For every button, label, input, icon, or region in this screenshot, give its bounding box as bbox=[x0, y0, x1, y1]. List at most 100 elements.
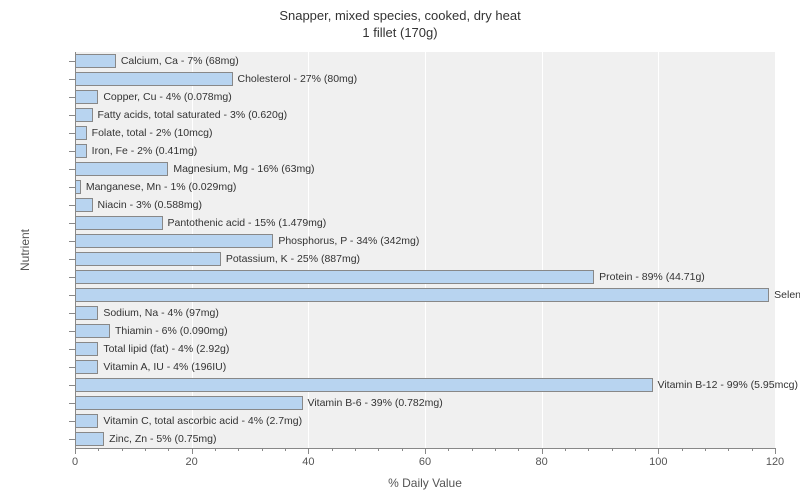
nutrient-bar-label: Thiamin - 6% (0.090mg) bbox=[115, 324, 228, 338]
x-tick bbox=[775, 448, 776, 454]
x-tick-minor bbox=[752, 448, 753, 451]
nutrient-bar bbox=[75, 252, 221, 266]
x-tick-minor bbox=[635, 448, 636, 451]
x-tick-minor bbox=[495, 448, 496, 451]
x-tick bbox=[542, 448, 543, 454]
x-tick-minor bbox=[98, 448, 99, 451]
nutrient-bar-label: Calcium, Ca - 7% (68mg) bbox=[121, 54, 239, 68]
y-tick bbox=[69, 331, 75, 332]
x-tick-minor bbox=[518, 448, 519, 451]
nutrient-bar bbox=[75, 108, 93, 122]
nutrient-bar-label: Selenium, Se - 119% (83.3mcg) bbox=[774, 288, 800, 302]
x-tick bbox=[658, 448, 659, 454]
chart-title-line2: 1 fillet (170g) bbox=[362, 25, 437, 40]
nutrient-bar bbox=[75, 216, 163, 230]
x-tick-minor bbox=[565, 448, 566, 451]
x-tick bbox=[192, 448, 193, 454]
y-tick bbox=[69, 241, 75, 242]
nutrient-bar-label: Fatty acids, total saturated - 3% (0.620… bbox=[98, 108, 288, 122]
x-tick bbox=[75, 448, 76, 454]
x-tick-minor bbox=[448, 448, 449, 451]
nutrient-bar-label: Copper, Cu - 4% (0.078mg) bbox=[103, 90, 231, 104]
x-tick-minor bbox=[705, 448, 706, 451]
nutrient-bar bbox=[75, 342, 98, 356]
y-tick bbox=[69, 133, 75, 134]
plot-area: Calcium, Ca - 7% (68mg) Cholesterol - 27%… bbox=[75, 52, 775, 448]
x-tick-label: 60 bbox=[419, 456, 431, 468]
nutrient-bar bbox=[75, 234, 273, 248]
y-tick bbox=[69, 313, 75, 314]
chart-title: Snapper, mixed species, cooked, dry heat… bbox=[0, 8, 800, 42]
nutrient-bar-label: Vitamin B-12 - 99% (5.95mcg) bbox=[658, 378, 798, 392]
nutrient-bar-label: Phosphorus, P - 34% (342mg) bbox=[278, 234, 419, 248]
nutrient-bar-label: Cholesterol - 27% (80mg) bbox=[238, 72, 358, 86]
nutrient-bar bbox=[75, 432, 104, 446]
y-tick bbox=[69, 295, 75, 296]
nutrient-bar-label: Vitamin B-6 - 39% (0.782mg) bbox=[308, 396, 443, 410]
nutrient-bar-label: Manganese, Mn - 1% (0.029mg) bbox=[86, 180, 237, 194]
y-tick bbox=[69, 259, 75, 260]
y-tick bbox=[69, 79, 75, 80]
y-tick bbox=[69, 205, 75, 206]
y-tick bbox=[69, 169, 75, 170]
y-tick bbox=[69, 277, 75, 278]
x-tick-label: 0 bbox=[72, 456, 78, 468]
x-tick-minor bbox=[355, 448, 356, 451]
x-tick-minor bbox=[238, 448, 239, 451]
x-tick bbox=[425, 448, 426, 454]
nutrient-bar bbox=[75, 126, 87, 140]
y-tick bbox=[69, 385, 75, 386]
x-tick-minor bbox=[588, 448, 589, 451]
nutrient-bar bbox=[75, 72, 233, 86]
nutrient-bar-label: Folate, total - 2% (10mcg) bbox=[92, 126, 213, 140]
nutrient-chart: Snapper, mixed species, cooked, dry heat… bbox=[0, 0, 800, 500]
nutrient-bar-label: Sodium, Na - 4% (97mg) bbox=[103, 306, 219, 320]
x-tick-minor bbox=[332, 448, 333, 451]
y-axis-title: Nutrient bbox=[18, 229, 32, 271]
y-tick bbox=[69, 187, 75, 188]
nutrient-bar-label: Total lipid (fat) - 4% (2.92g) bbox=[103, 342, 229, 356]
y-tick bbox=[69, 151, 75, 152]
x-tick bbox=[308, 448, 309, 454]
y-tick bbox=[69, 349, 75, 350]
x-tick-minor bbox=[402, 448, 403, 451]
nutrient-bar-label: Zinc, Zn - 5% (0.75mg) bbox=[109, 432, 216, 446]
nutrient-bar bbox=[75, 54, 116, 68]
x-tick-minor bbox=[168, 448, 169, 451]
nutrient-bar bbox=[75, 324, 110, 338]
y-tick bbox=[69, 403, 75, 404]
x-tick-minor bbox=[612, 448, 613, 451]
nutrient-bar bbox=[75, 90, 98, 104]
nutrient-bar bbox=[75, 360, 98, 374]
nutrient-bar-label: Vitamin A, IU - 4% (196IU) bbox=[103, 360, 226, 374]
nutrient-bar-label: Magnesium, Mg - 16% (63mg) bbox=[173, 162, 314, 176]
x-tick-label: 120 bbox=[766, 456, 784, 468]
x-tick-label: 20 bbox=[186, 456, 198, 468]
x-tick-label: 80 bbox=[536, 456, 548, 468]
nutrient-bar bbox=[75, 306, 98, 320]
nutrient-bar bbox=[75, 270, 594, 284]
nutrient-bar bbox=[75, 144, 87, 158]
y-tick bbox=[69, 223, 75, 224]
x-tick-minor bbox=[728, 448, 729, 451]
x-tick-minor bbox=[472, 448, 473, 451]
x-tick-label: 100 bbox=[649, 456, 667, 468]
nutrient-bar bbox=[75, 288, 769, 302]
nutrient-bar-label: Vitamin C, total ascorbic acid - 4% (2.7… bbox=[103, 414, 302, 428]
x-tick-minor bbox=[682, 448, 683, 451]
x-tick-minor bbox=[378, 448, 379, 451]
x-axis-title: % Daily Value bbox=[75, 476, 775, 490]
nutrient-bar bbox=[75, 378, 653, 392]
y-axis-line bbox=[75, 52, 76, 448]
x-tick-minor bbox=[122, 448, 123, 451]
nutrient-bar-label: Niacin - 3% (0.588mg) bbox=[98, 198, 202, 212]
nutrient-bar bbox=[75, 198, 93, 212]
nutrient-bar bbox=[75, 162, 168, 176]
y-tick bbox=[69, 61, 75, 62]
y-tick bbox=[69, 421, 75, 422]
nutrient-bar-label: Iron, Fe - 2% (0.41mg) bbox=[92, 144, 198, 158]
y-tick bbox=[69, 367, 75, 368]
nutrient-bar-label: Protein - 89% (44.71g) bbox=[599, 270, 705, 284]
x-tick-minor bbox=[262, 448, 263, 451]
nutrient-bar bbox=[75, 414, 98, 428]
